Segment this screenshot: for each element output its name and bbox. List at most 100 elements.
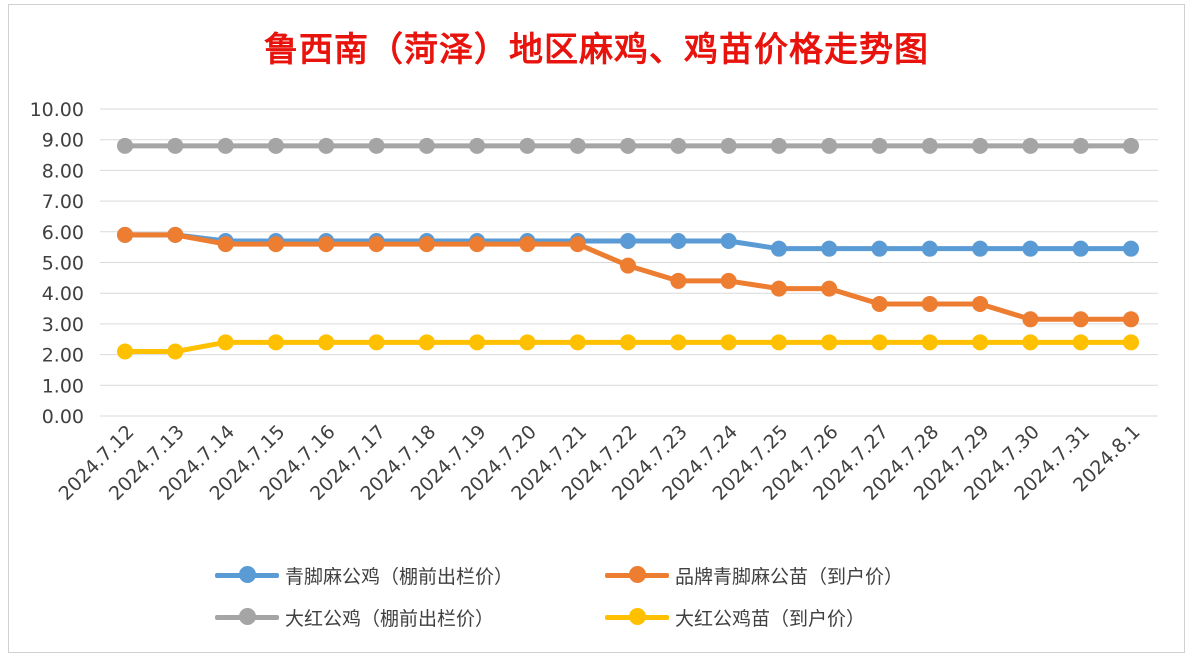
legend-label-2: 大红公鸡（棚前出栏价） [285,607,495,630]
series-1-point[interactable] [318,236,335,253]
series-2-point[interactable] [1072,137,1089,154]
series-2-point[interactable] [770,137,787,154]
y-tick-label: 1.00 [42,375,84,397]
y-tick-label: 5.00 [42,253,84,275]
series-1-point[interactable] [871,295,888,312]
series-0-point[interactable] [921,240,938,257]
legend-label-3: 大红公鸡苗（到户价） [675,607,866,630]
series-1-point[interactable] [217,236,234,253]
y-tick-label: 8.00 [42,160,84,182]
legend-swatch-2 [215,607,279,627]
series-1-point[interactable] [770,280,787,297]
series-2-point[interactable] [1022,137,1039,154]
series-2-point[interactable] [167,137,184,154]
series-3-point[interactable] [117,343,133,360]
series-1-point[interactable] [821,280,838,297]
legend-label-1: 品牌青脚麻公苗（到户价） [675,565,904,588]
series-1-point[interactable] [368,236,385,253]
y-tick-label: 7.00 [42,191,84,213]
series-2-point[interactable] [972,137,989,154]
series-3-point[interactable] [1022,334,1039,351]
series-2-point[interactable] [620,137,636,154]
chart-title: 鲁西南（菏泽）地区麻鸡、鸡苗价格走势图 [264,30,929,70]
series-3-point[interactable] [569,334,586,351]
series-2-point[interactable] [368,137,385,154]
series-2-point[interactable] [569,137,586,154]
series-2-point[interactable] [871,137,888,154]
series-1-point[interactable] [569,236,586,253]
series-3-point[interactable] [720,334,737,351]
series-2-point[interactable] [117,137,133,154]
series-1-point[interactable] [1123,311,1139,328]
series-1-point[interactable] [1022,311,1039,328]
series-0-point[interactable] [1123,240,1139,257]
series-3-point[interactable] [821,334,838,351]
y-tick-label: 2.00 [42,345,84,367]
legend-item-2[interactable]: 大红公鸡（棚前出栏价） [215,602,605,632]
series-1-point[interactable] [670,272,687,289]
series-0-point[interactable] [720,233,737,250]
series-1-point[interactable] [972,295,989,312]
series-3-point[interactable] [469,334,486,351]
legend: 青脚麻公鸡（棚前出栏价） 品牌青脚麻公苗（到户价） 大红公鸡（棚前出栏价） 大红… [215,560,1015,632]
series-1-point[interactable] [1072,311,1089,328]
series-2-point[interactable] [720,137,737,154]
series-0-point[interactable] [871,240,888,257]
series-2-point[interactable] [267,137,284,154]
series-1-point[interactable] [519,236,536,253]
series-3-point[interactable] [267,334,284,351]
series-1-point[interactable] [921,295,938,312]
series-3-point[interactable] [1072,334,1089,351]
series-3-point[interactable] [1123,334,1139,351]
series-1-point[interactable] [167,226,184,243]
y-tick-label: 3.00 [42,314,84,336]
legend-swatch-0 [215,565,279,585]
series-3-point[interactable] [921,334,938,351]
chart-frame [8,4,1185,653]
legend-item-3[interactable]: 大红公鸡苗（到户价） [605,602,995,632]
series-3-point[interactable] [519,334,536,351]
series-0-point[interactable] [770,240,787,257]
legend-label-0: 青脚麻公鸡（棚前出栏价） [285,565,514,588]
series-3-point[interactable] [217,334,234,351]
series-2-point[interactable] [469,137,486,154]
series-3-point[interactable] [770,334,787,351]
series-3-point[interactable] [620,334,636,351]
legend-swatch-1 [605,565,669,585]
series-3-point[interactable] [871,334,888,351]
series-3-point[interactable] [418,334,435,351]
series-2-point[interactable] [921,137,938,154]
series-3-point[interactable] [972,334,989,351]
series-0-point[interactable] [1022,240,1039,257]
series-1-point[interactable] [267,236,284,253]
series-2-point[interactable] [519,137,536,154]
series-2-point[interactable] [821,137,838,154]
series-3-point[interactable] [670,334,687,351]
series-3-point[interactable] [318,334,335,351]
series-1-point[interactable] [620,257,636,274]
y-tick-label: 6.00 [42,222,84,244]
legend-swatch-3 [605,607,669,627]
y-tick-label: 9.00 [42,130,84,152]
series-0-point[interactable] [1072,240,1089,257]
series-3-point[interactable] [368,334,385,351]
series-2-point[interactable] [418,137,435,154]
legend-item-1[interactable]: 品牌青脚麻公苗（到户价） [605,560,995,590]
series-3-point[interactable] [167,343,184,360]
series-0-point[interactable] [670,233,687,250]
series-2-point[interactable] [670,137,687,154]
series-2-point[interactable] [1123,137,1139,154]
series-1-point[interactable] [418,236,435,253]
series-2-point[interactable] [217,137,234,154]
series-2-point[interactable] [318,137,335,154]
series-0-point[interactable] [972,240,989,257]
y-tick-label: 10.00 [30,99,84,121]
series-1-point[interactable] [469,236,486,253]
y-tick-label: 4.00 [42,283,84,305]
series-1-point[interactable] [720,272,737,289]
series-0-point[interactable] [620,233,636,250]
legend-item-0[interactable]: 青脚麻公鸡（棚前出栏价） [215,560,605,590]
series-1-point[interactable] [117,226,133,243]
series-0-point[interactable] [821,240,838,257]
